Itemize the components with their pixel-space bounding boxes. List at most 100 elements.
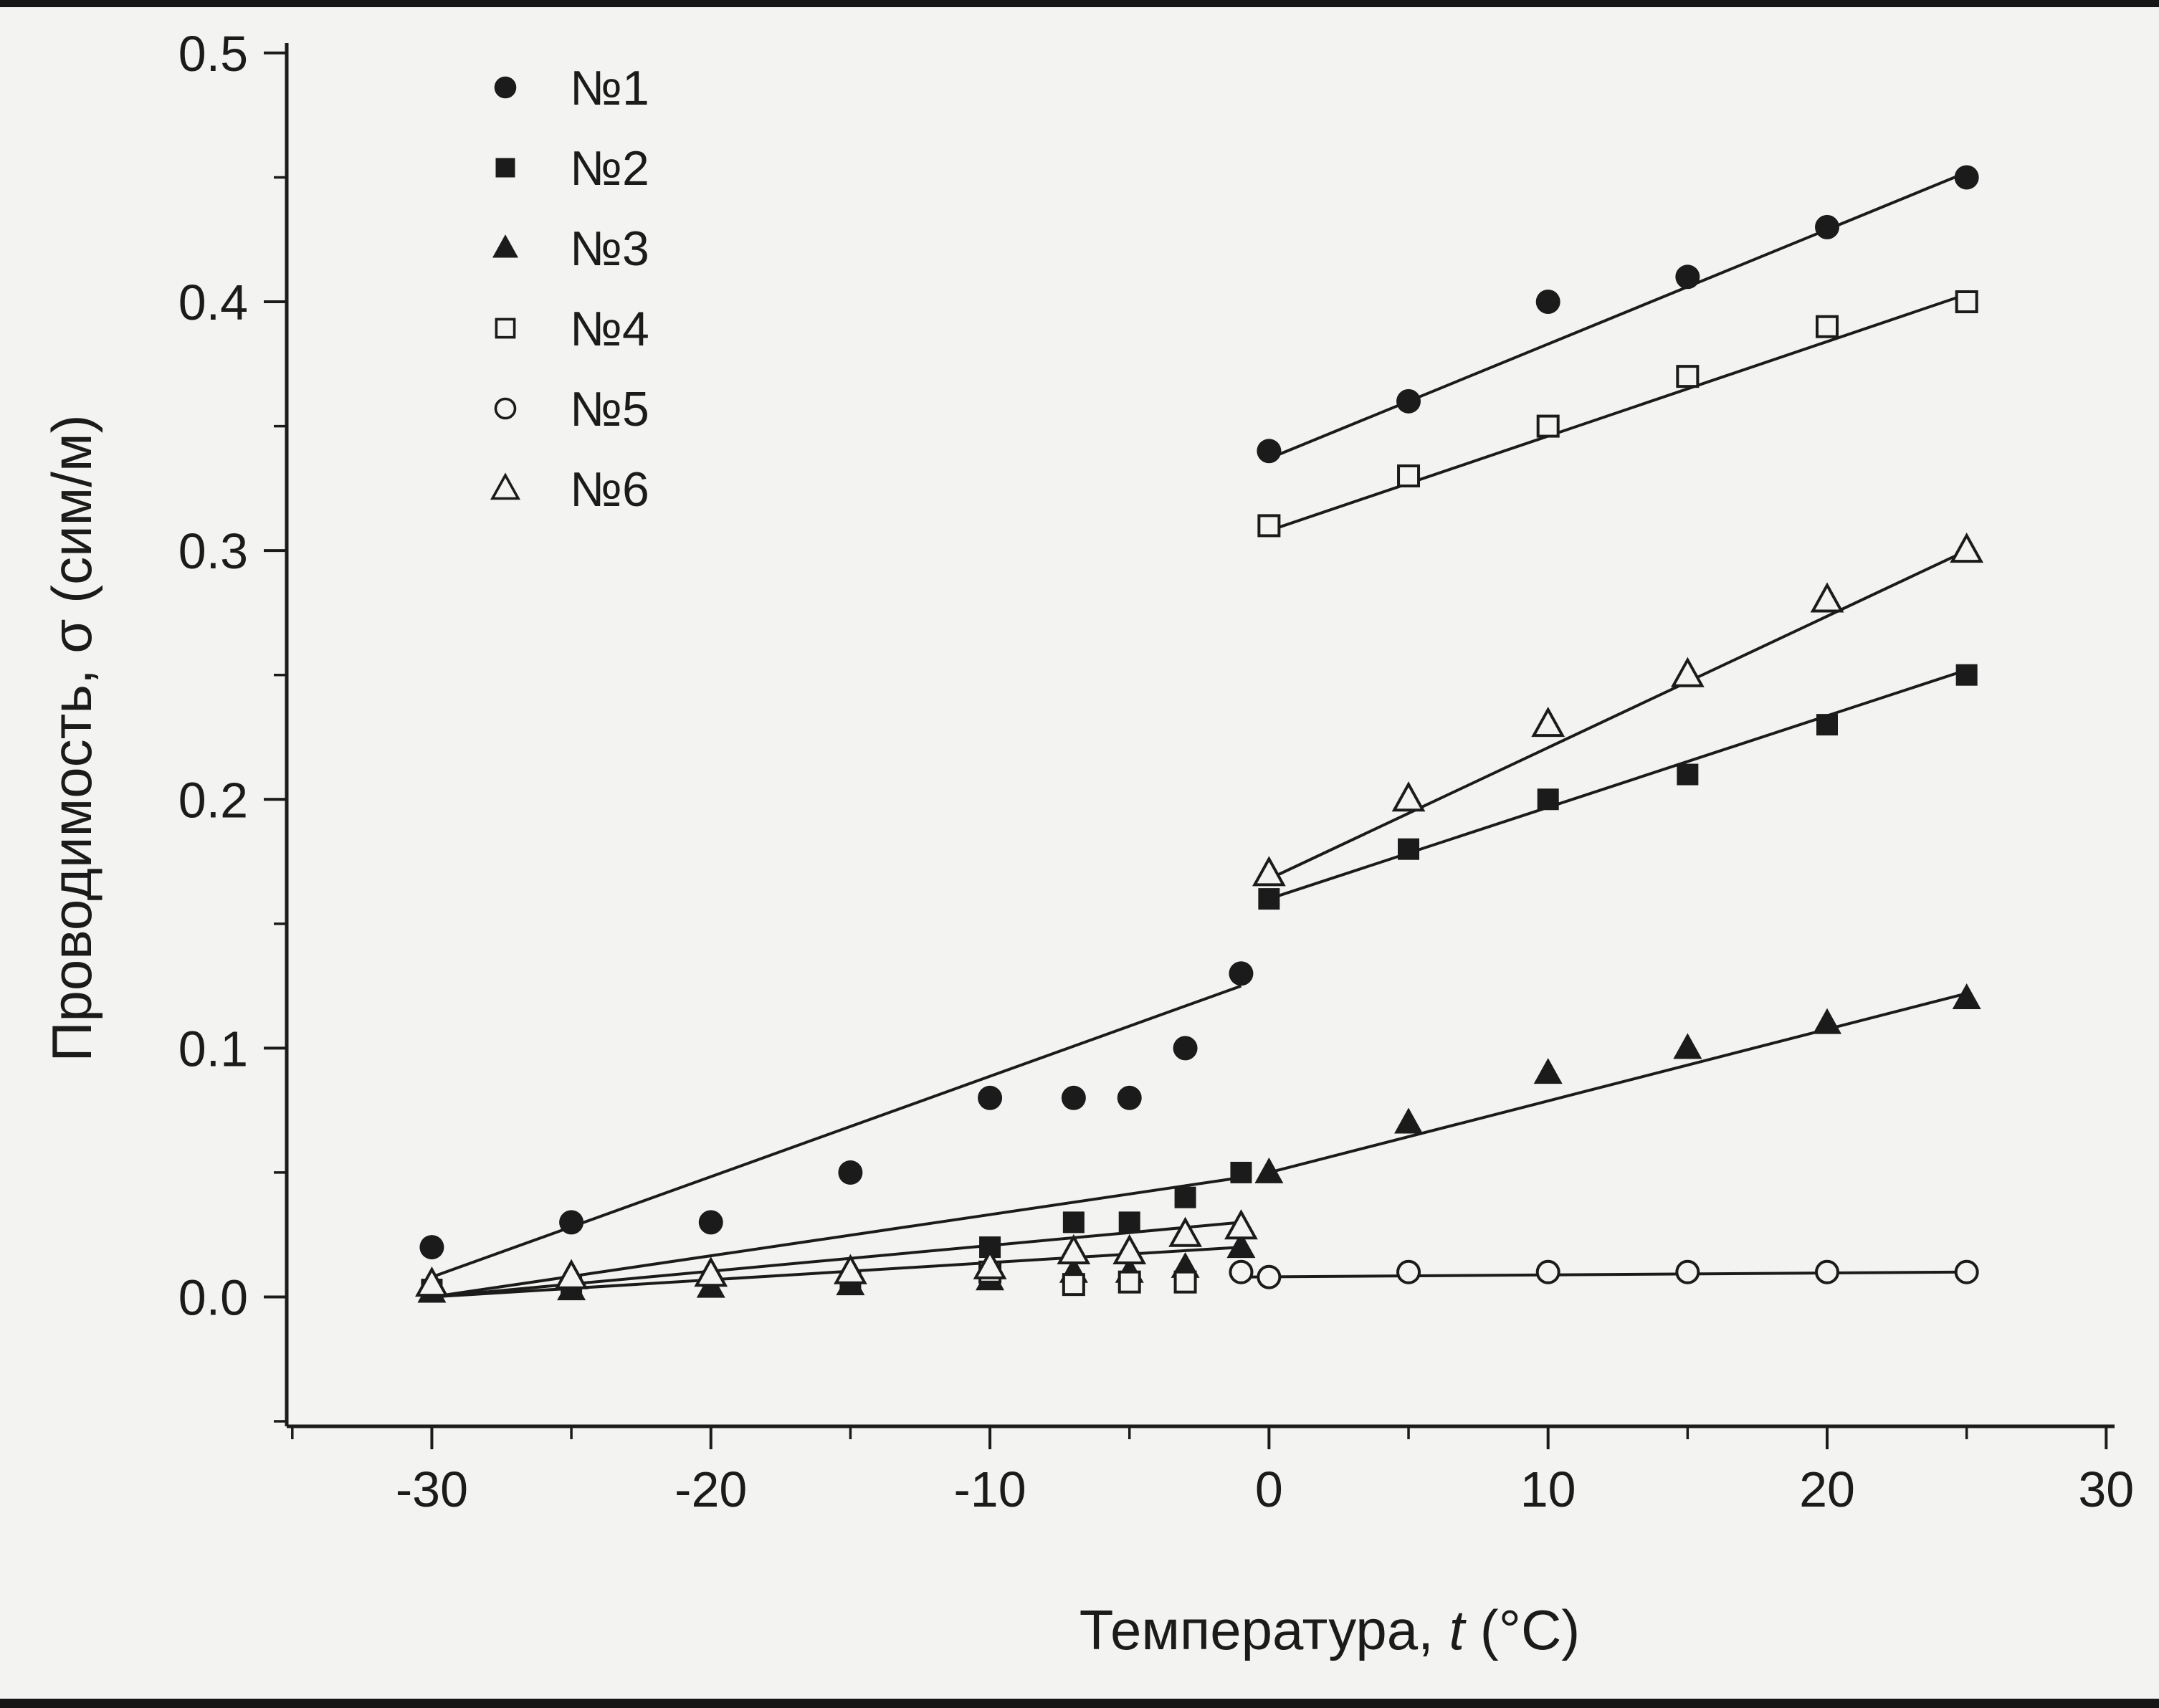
legend-label: №1 <box>570 61 649 115</box>
marker-open-triangle <box>973 1249 1007 1279</box>
marker-open-square <box>1173 1270 1197 1294</box>
marker-filled-square <box>1174 1186 1196 1208</box>
series-№1 <box>419 165 1979 1260</box>
marker-filled-circle <box>1173 1036 1198 1061</box>
marker-filled-circle <box>1396 388 1421 414</box>
legend-label: №6 <box>570 462 649 517</box>
marker-filled-circle <box>698 1210 723 1235</box>
marker-filled-triangle <box>1673 1033 1702 1059</box>
marker-open-triangle <box>834 1254 867 1284</box>
series-fit-line <box>1268 292 1968 533</box>
marker-filled-triangle <box>492 234 518 258</box>
legend-label: №3 <box>570 221 649 276</box>
marker-filled-circle <box>838 1160 863 1185</box>
x-tick-label: 10 <box>1520 1461 1576 1517</box>
marker-open-triangle <box>1112 1234 1147 1265</box>
x-axis-title-text: Температура, <box>1079 1598 1449 1661</box>
marker-filled-circle <box>1675 264 1700 290</box>
marker-filled-circle <box>978 1085 1003 1110</box>
series-fit-line <box>1241 1270 1967 1279</box>
series-№4 <box>978 290 1978 1297</box>
marker-open-square <box>1536 414 1560 438</box>
legend: №1 №2 №3 №4 №5 №6 <box>490 61 649 517</box>
marker-filled-square <box>1816 714 1839 736</box>
marker-filled-circle <box>559 1210 584 1235</box>
marker-open-triangle <box>415 1266 449 1297</box>
marker-filled-square <box>1258 888 1280 910</box>
marker-open-circle <box>1535 1259 1560 1284</box>
legend-item: №3 <box>492 221 649 276</box>
legend-label: №4 <box>570 302 649 356</box>
series-fit-line <box>1268 992 1968 1174</box>
marker-open-triangle <box>694 1256 728 1287</box>
marker-filled-circle <box>494 76 517 99</box>
marker-open-triangle <box>554 1259 588 1289</box>
marker-open-circle <box>1954 1259 1979 1284</box>
marker-filled-square <box>1537 788 1559 811</box>
y-tick-label: 0.3 <box>178 523 248 579</box>
marker-filled-triangle <box>1226 1232 1256 1259</box>
marker-open-square <box>1062 1273 1085 1297</box>
marker-open-circle <box>1229 1259 1254 1284</box>
legend-item: №1 <box>494 61 649 115</box>
legend-item: №4 <box>495 302 649 356</box>
y-tick-label: 0.2 <box>178 772 248 828</box>
marker-filled-square <box>1677 763 1699 786</box>
legend-item: №5 <box>494 382 649 436</box>
scan-edge-top <box>0 0 2159 7</box>
y-tick-label: 0.4 <box>178 275 248 330</box>
marker-open-triangle <box>1057 1234 1091 1265</box>
marker-open-square <box>1117 1270 1141 1294</box>
y-axis-title-text: Проводимость, σ (сим/м) <box>40 414 103 1062</box>
marker-filled-triangle <box>1813 1008 1842 1034</box>
x-axis-title: Температура, t (°C) <box>1080 1602 1581 1658</box>
legend-item: №6 <box>490 462 649 517</box>
marker-open-square <box>1816 315 1839 338</box>
marker-filled-circle <box>1229 961 1254 986</box>
legend-label: №5 <box>570 382 649 436</box>
marker-filled-circle <box>1117 1085 1142 1110</box>
marker-open-triangle <box>1670 657 1705 687</box>
marker-filled-triangle <box>1394 1107 1424 1134</box>
marker-filled-triangle <box>1533 1058 1563 1084</box>
marker-open-triangle <box>1810 582 1844 613</box>
marker-open-square <box>1676 365 1700 388</box>
marker-filled-square <box>1118 1211 1140 1234</box>
marker-filled-circle <box>1257 439 1282 464</box>
x-axis-title-symbol: t <box>1449 1598 1465 1661</box>
series-№6 <box>415 533 1984 1297</box>
series-№5 <box>1229 1259 1979 1289</box>
y-tick-label: 0.5 <box>178 26 248 82</box>
marker-open-circle <box>1815 1259 1840 1284</box>
y-tick-label: 0.0 <box>178 1269 248 1325</box>
series-fit-line <box>1268 549 1968 881</box>
y-tick-label: 0.1 <box>178 1021 248 1077</box>
marker-open-triangle <box>1224 1209 1258 1240</box>
marker-filled-square <box>1230 1161 1252 1183</box>
marker-open-square <box>1257 514 1281 538</box>
marker-filled-circle <box>1061 1085 1086 1110</box>
marker-open-triangle <box>1252 856 1286 887</box>
x-tick-label: 0 <box>1255 1461 1283 1517</box>
x-tick-label: 20 <box>1799 1461 1855 1517</box>
marker-filled-triangle <box>1254 1157 1284 1183</box>
marker-open-square <box>1397 464 1421 487</box>
marker-open-triangle <box>1531 706 1565 738</box>
marker-open-circle <box>494 397 517 420</box>
marker-filled-triangle <box>1952 983 1981 1009</box>
marker-open-circle <box>1396 1259 1421 1284</box>
marker-filled-square <box>495 158 515 178</box>
marker-open-triangle <box>490 472 521 500</box>
legend-item: №2 <box>495 141 649 196</box>
marker-open-triangle <box>1950 533 1984 563</box>
x-tick-label: -10 <box>953 1461 1026 1517</box>
marker-filled-square <box>1955 664 1978 686</box>
series-№3 <box>417 983 1981 1303</box>
marker-filled-circle <box>1954 165 1979 190</box>
legend-label: №2 <box>570 141 649 196</box>
marker-open-square <box>495 318 516 339</box>
marker-filled-circle <box>419 1235 444 1260</box>
marker-filled-circle <box>1535 290 1560 315</box>
